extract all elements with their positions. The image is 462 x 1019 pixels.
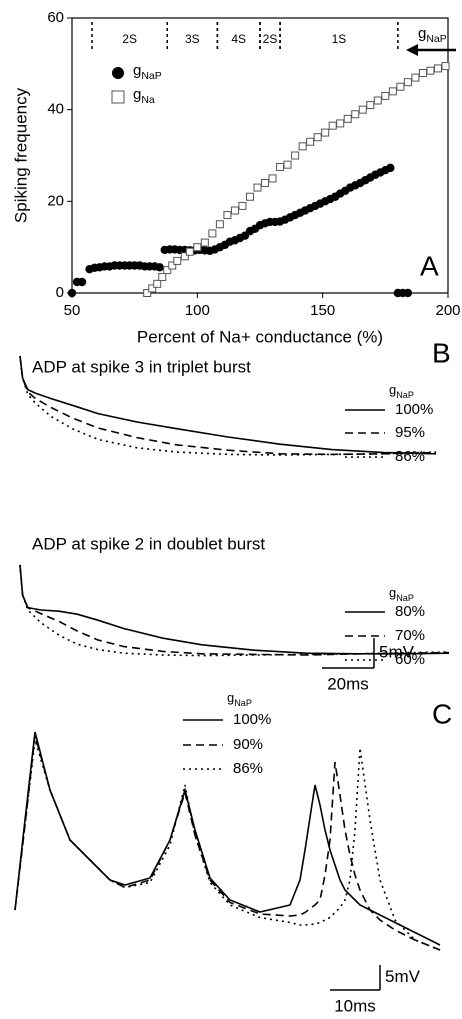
legend-label: gNaP bbox=[133, 62, 162, 82]
chart-title: ADP at spike 2 in doublet burst bbox=[32, 534, 265, 553]
point bbox=[215, 220, 224, 229]
trace bbox=[19, 355, 437, 456]
point bbox=[77, 277, 87, 287]
point bbox=[386, 163, 395, 173]
point bbox=[173, 256, 182, 265]
x-tick-label: 200 bbox=[435, 302, 460, 319]
chart-title: ADP at spike 3 in triplet burst bbox=[32, 357, 251, 376]
plot-frame bbox=[71, 17, 449, 294]
legend-label: 70% bbox=[395, 627, 425, 644]
point bbox=[298, 142, 307, 151]
point bbox=[418, 69, 427, 77]
point bbox=[200, 238, 209, 247]
trace bbox=[14, 731, 441, 946]
point bbox=[366, 101, 375, 110]
point bbox=[261, 179, 270, 187]
legend-label: 95% bbox=[395, 424, 425, 441]
panel-label: C bbox=[432, 698, 452, 729]
legend-title: gNaP bbox=[227, 690, 252, 708]
region-label: 1S bbox=[332, 32, 347, 46]
point bbox=[148, 284, 157, 293]
x-axis-label: Percent of Na+ conductance (%) bbox=[137, 327, 383, 346]
point bbox=[336, 119, 345, 128]
point bbox=[168, 261, 177, 270]
legend-title: gNaP bbox=[389, 382, 414, 400]
trace bbox=[19, 564, 450, 656]
point bbox=[388, 87, 397, 96]
point bbox=[276, 162, 285, 171]
scale-bar-label: 5mV bbox=[385, 967, 421, 986]
y-tick-label: 60 bbox=[47, 9, 64, 26]
point bbox=[358, 105, 367, 114]
region-label: 2S bbox=[122, 32, 137, 46]
y-tick-label: 40 bbox=[47, 101, 64, 118]
trace bbox=[14, 734, 441, 951]
region-label: 2S bbox=[263, 32, 278, 46]
point bbox=[411, 73, 420, 82]
region-label: 4S bbox=[231, 32, 246, 46]
legend-marker bbox=[111, 90, 125, 104]
trace bbox=[14, 739, 441, 951]
x-tick-label: 50 bbox=[64, 302, 81, 319]
point bbox=[180, 252, 189, 261]
legend-label: 100% bbox=[395, 401, 433, 418]
point bbox=[268, 174, 277, 183]
point bbox=[223, 211, 232, 220]
legend-label: 80% bbox=[395, 603, 425, 620]
panel-label: A bbox=[420, 250, 439, 281]
point bbox=[351, 110, 360, 119]
point bbox=[245, 192, 254, 201]
point bbox=[328, 121, 337, 130]
legend-label: 86% bbox=[233, 760, 263, 777]
scale-bar-label: 5mV bbox=[379, 642, 415, 661]
point bbox=[403, 78, 412, 87]
point bbox=[193, 243, 202, 252]
point bbox=[158, 272, 167, 281]
arrow-head bbox=[406, 44, 418, 56]
x-tick-label: 100 bbox=[185, 302, 210, 319]
x-tick-label: 150 bbox=[310, 302, 335, 319]
y-axis-label: Spiking frequency bbox=[11, 87, 30, 223]
point bbox=[306, 137, 315, 146]
y-tick-label: 0 bbox=[56, 284, 64, 301]
point bbox=[238, 201, 247, 210]
legend-label: 90% bbox=[233, 736, 263, 753]
point bbox=[403, 288, 413, 298]
scale-bar-label: 20ms bbox=[327, 674, 369, 693]
point bbox=[426, 66, 435, 75]
point bbox=[153, 279, 162, 288]
point bbox=[163, 266, 172, 275]
trace bbox=[19, 355, 437, 455]
trace bbox=[19, 564, 450, 655]
region-label: 3S bbox=[185, 32, 200, 46]
legend-marker bbox=[112, 67, 124, 79]
point bbox=[291, 151, 300, 160]
legend-label: gNa bbox=[133, 86, 155, 106]
point bbox=[396, 82, 405, 91]
y-tick-label: 20 bbox=[47, 192, 64, 209]
scale-bar-label: 10ms bbox=[334, 996, 376, 1015]
point bbox=[185, 247, 194, 256]
point bbox=[373, 96, 382, 105]
point bbox=[67, 288, 77, 298]
point bbox=[230, 206, 239, 215]
point bbox=[155, 263, 164, 272]
legend-label: 60% bbox=[395, 651, 425, 668]
point bbox=[321, 128, 330, 137]
panel-label: B bbox=[432, 337, 451, 368]
point bbox=[208, 229, 217, 238]
point bbox=[143, 289, 152, 297]
point bbox=[381, 91, 390, 100]
legend-title: gNaP bbox=[389, 585, 414, 603]
point bbox=[433, 64, 442, 73]
legend-label: 86% bbox=[395, 448, 425, 465]
point bbox=[441, 62, 450, 71]
legend-label: 100% bbox=[233, 711, 271, 728]
arrow-label: gNaP bbox=[418, 25, 447, 45]
point bbox=[283, 160, 292, 169]
point bbox=[253, 183, 262, 192]
point bbox=[313, 133, 322, 142]
point bbox=[343, 114, 352, 123]
